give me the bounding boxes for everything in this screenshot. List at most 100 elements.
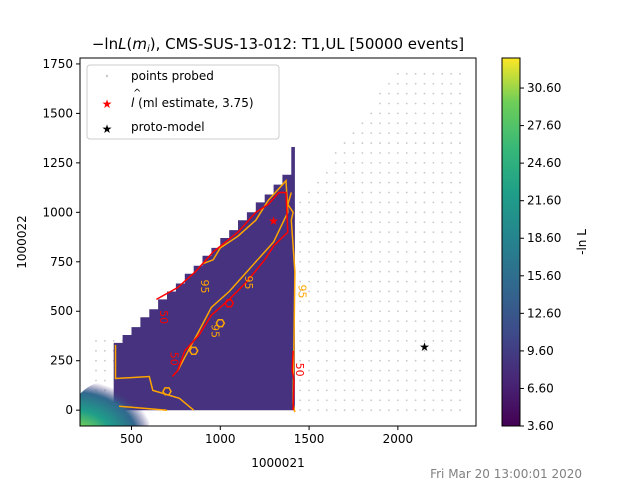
probed-point xyxy=(379,241,382,243)
probed-point xyxy=(414,191,417,194)
colorbar-tick-label: 18.60 xyxy=(527,231,561,245)
probed-point xyxy=(396,359,399,362)
probed-point xyxy=(396,201,399,204)
probed-point xyxy=(370,122,373,125)
probed-point xyxy=(423,250,426,253)
probed-point xyxy=(308,270,310,273)
probed-point xyxy=(432,320,435,323)
probed-point xyxy=(299,211,302,214)
probed-point xyxy=(414,171,417,174)
probed-point xyxy=(325,211,328,214)
probed-point xyxy=(432,260,435,263)
probed-point xyxy=(405,340,408,342)
probed-point xyxy=(405,280,408,283)
probed-point xyxy=(414,122,417,125)
x-tick-label: 2000 xyxy=(383,432,414,446)
probed-point xyxy=(388,201,390,204)
legend-ml-rest: (ml estimate, 3.75) xyxy=(134,96,253,110)
probed-point xyxy=(317,369,319,372)
legend-points-label: points probed xyxy=(131,69,214,83)
probed-point xyxy=(441,142,444,144)
probed-point xyxy=(379,112,382,115)
colorbar-tick-label: 15.60 xyxy=(527,269,561,283)
probed-point xyxy=(325,389,328,392)
probed-point xyxy=(299,201,302,204)
probed-point xyxy=(414,181,417,184)
probed-point xyxy=(441,161,444,164)
probed-point xyxy=(423,359,426,362)
probed-point xyxy=(379,92,382,95)
probed-point xyxy=(379,122,382,125)
probed-point xyxy=(396,102,399,105)
probed-point xyxy=(325,191,328,194)
probed-point xyxy=(379,260,382,263)
probed-point xyxy=(343,191,346,194)
probed-point xyxy=(405,191,408,194)
probed-point xyxy=(343,409,346,412)
probed-point xyxy=(459,290,461,293)
probed-point xyxy=(379,181,382,184)
probed-point xyxy=(343,201,346,204)
probed-point xyxy=(423,389,426,392)
probed-point xyxy=(299,241,302,243)
contour-label: 50 xyxy=(168,352,181,366)
probed-point xyxy=(370,241,373,243)
probed-point xyxy=(459,122,461,125)
probed-point xyxy=(370,330,373,332)
probed-point xyxy=(396,142,399,144)
probed-point xyxy=(414,399,417,402)
colorbar-gradient xyxy=(501,57,521,427)
contour-label: 95 xyxy=(208,324,221,338)
probed-point xyxy=(317,310,319,313)
contour-label: 95 xyxy=(242,276,255,290)
probed-point xyxy=(441,340,444,342)
probed-point xyxy=(405,102,408,105)
x-axis-label: 1000021 xyxy=(251,456,304,470)
probed-point xyxy=(343,152,346,154)
probed-point xyxy=(441,92,444,95)
probed-point xyxy=(352,260,355,263)
probed-point xyxy=(334,211,337,214)
probed-point xyxy=(405,389,408,392)
probed-point xyxy=(441,132,444,135)
probed-point xyxy=(361,290,364,293)
legend-ml-label: l (ml estimate, 3.75) xyxy=(131,96,254,110)
probed-point xyxy=(299,270,302,273)
probed-point xyxy=(343,161,346,164)
probed-point xyxy=(379,290,382,293)
legend-frame xyxy=(86,64,280,140)
probed-point xyxy=(423,171,426,174)
probed-point xyxy=(317,300,319,303)
probed-point xyxy=(317,320,319,323)
probed-point xyxy=(450,280,453,283)
probed-point xyxy=(396,310,399,313)
probed-point xyxy=(405,161,408,164)
probed-point xyxy=(459,369,461,372)
probed-point xyxy=(423,349,426,352)
probed-point xyxy=(423,241,426,243)
legend: points probed ★ l (ml estimate, 3.75) ^ … xyxy=(86,64,280,140)
probed-point xyxy=(361,181,364,184)
probed-point xyxy=(379,270,382,273)
probed-point xyxy=(317,231,319,234)
probed-point xyxy=(343,399,346,402)
probed-point xyxy=(450,132,453,135)
probed-point xyxy=(379,320,382,323)
probed-point xyxy=(308,211,310,214)
probed-point xyxy=(432,191,435,194)
probed-point xyxy=(370,142,373,144)
probed-point xyxy=(352,241,355,243)
probed-point xyxy=(343,231,346,234)
probed-point xyxy=(459,320,461,323)
probed-point xyxy=(414,102,417,105)
probed-point xyxy=(432,92,435,95)
y-tick-label: 1250 xyxy=(42,156,73,170)
probed-point xyxy=(361,122,364,125)
probed-point xyxy=(317,359,319,362)
probed-point xyxy=(370,300,373,303)
probed-point xyxy=(308,280,310,283)
probed-point xyxy=(352,399,355,402)
probed-point xyxy=(432,359,435,362)
probed-point xyxy=(396,191,399,194)
